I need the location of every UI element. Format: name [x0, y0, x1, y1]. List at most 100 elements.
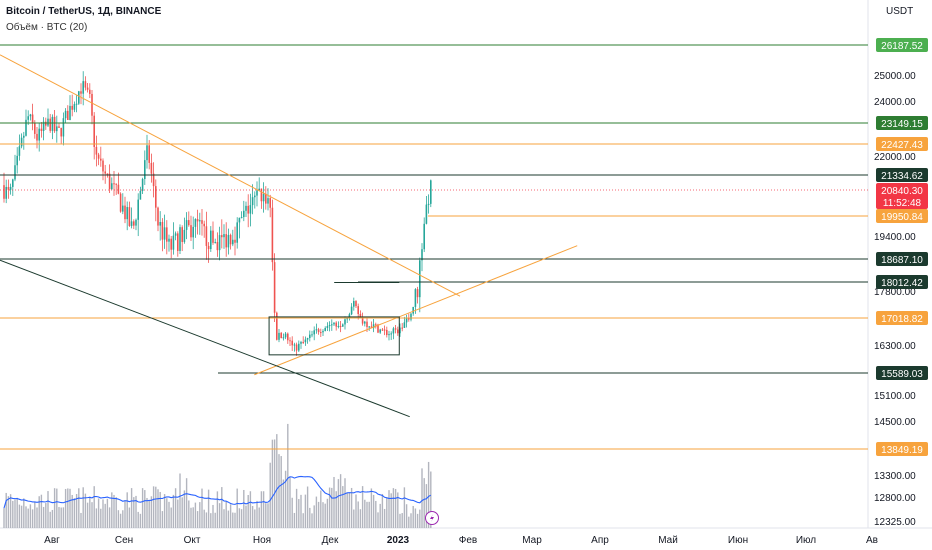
volume-bar [177, 499, 179, 528]
candle-body [60, 127, 62, 137]
candle-body [260, 188, 263, 202]
volume-bar [223, 509, 225, 528]
candle-body [361, 317, 364, 324]
candle-body [49, 118, 51, 131]
level-badge-label: 15589.03 [881, 369, 923, 380]
candle-body [188, 220, 190, 226]
candle-body [218, 235, 221, 251]
level-badge-label: 26187.52 [881, 41, 923, 52]
volume-bar [304, 494, 307, 528]
candle-body [56, 126, 58, 132]
volume-bar [236, 488, 238, 528]
currency-label: USDT [886, 6, 914, 17]
candle-body [130, 221, 133, 226]
candle-body [322, 330, 324, 333]
volume-bar [419, 509, 421, 528]
lightning-icon[interactable] [425, 511, 439, 525]
volume-moving-average [3, 475, 432, 509]
candle-body [425, 204, 428, 224]
candle-body [236, 222, 238, 243]
candle-body [73, 104, 76, 110]
volume-bar [331, 487, 333, 528]
volume-bar [210, 513, 212, 528]
volume-bar [45, 503, 47, 528]
level-badge-label: 22427.43 [881, 140, 923, 151]
candle-body [282, 337, 285, 339]
y-tick-label: 22000.00 [874, 152, 916, 163]
candle-body [377, 324, 379, 333]
volume-indicator-legend[interactable]: Объём · BTC (20) [6, 22, 88, 33]
volume-bar [282, 479, 285, 528]
candle-body [324, 328, 326, 331]
x-tick-label: Фев [459, 535, 477, 546]
y-tick-label: 25000.00 [874, 71, 916, 82]
candle-body [27, 116, 29, 120]
volume-bar [207, 489, 210, 528]
candle-body [69, 105, 71, 120]
candle-body [383, 329, 386, 331]
candle-body [210, 230, 212, 250]
volume-bar [214, 512, 216, 528]
volume-bar [122, 510, 124, 528]
volume-bar [126, 492, 128, 528]
volume-bar [359, 509, 362, 528]
volume-bar [40, 494, 43, 528]
y-tick-label: 12325.00 [874, 517, 916, 528]
candle-body [337, 325, 340, 327]
volume-bar [256, 500, 258, 528]
candle-body [25, 119, 27, 136]
volume-bar [194, 502, 197, 528]
candle-body [159, 221, 161, 226]
candle-body [232, 239, 234, 245]
candle-body [403, 322, 406, 328]
candle-body [247, 205, 249, 214]
candle-body [203, 223, 205, 227]
candle-body [78, 91, 80, 104]
candle-body [124, 205, 126, 220]
x-tick-label: Дек [322, 535, 339, 546]
candle-body [128, 207, 131, 226]
volume-bar [306, 486, 309, 528]
x-tick-label: Май [658, 535, 678, 546]
candle-body [245, 205, 247, 211]
candle-body [416, 289, 419, 298]
volume-bar [368, 501, 370, 528]
candle-body [190, 225, 192, 238]
volume-bar [53, 488, 56, 528]
candle-body [106, 173, 109, 175]
trendline [0, 259, 410, 418]
x-tick-label: Ноя [253, 535, 271, 546]
volume-bar [16, 497, 18, 528]
candle-body [430, 180, 432, 204]
volume-bar [84, 493, 87, 528]
volume-bar [247, 495, 249, 528]
volume-bar [29, 504, 32, 528]
volume-bar [313, 505, 315, 528]
volume-bar [130, 488, 133, 528]
candle-body [45, 121, 47, 126]
candle-body [133, 221, 135, 226]
volume-bar [346, 493, 348, 528]
volume-bar [86, 502, 89, 528]
volume-bar [80, 512, 82, 528]
volume-bar [49, 511, 51, 528]
candle-body [359, 313, 362, 318]
candle-body [221, 235, 223, 238]
candle-body [234, 239, 236, 243]
volume-bar [218, 503, 221, 528]
candle-body [181, 227, 183, 242]
candle-body [379, 329, 381, 333]
volume-bar [150, 496, 153, 528]
candle-body [141, 178, 144, 191]
candle-body [368, 326, 370, 328]
volume-bar [225, 501, 227, 528]
volume-bar [280, 456, 282, 528]
candle-body [386, 329, 388, 336]
candle-body [84, 81, 87, 88]
candle-body [399, 327, 401, 334]
volume-bar [42, 506, 45, 528]
level-badge [876, 38, 928, 52]
volume-bar [243, 489, 245, 528]
candle-body [397, 329, 399, 334]
